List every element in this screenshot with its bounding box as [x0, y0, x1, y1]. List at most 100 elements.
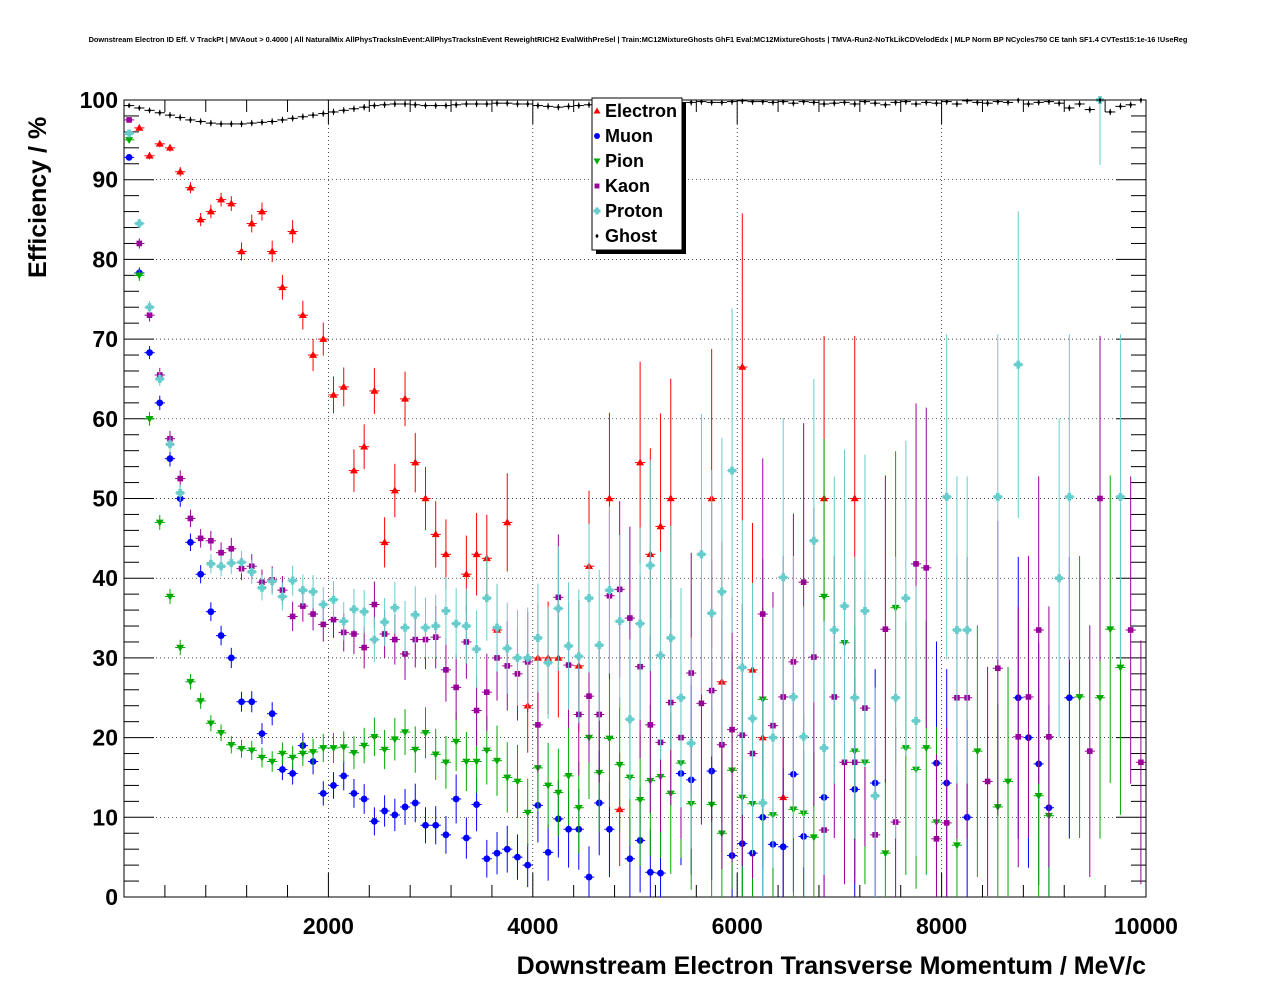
- data-point: [554, 604, 563, 613]
- data-point: [647, 722, 654, 728]
- data-point: [360, 795, 368, 803]
- data-point: [1077, 101, 1082, 107]
- data-point: [401, 729, 410, 737]
- x-tick-label: 8000: [916, 913, 967, 939]
- data-point: [523, 809, 532, 817]
- y-tick-label: 100: [80, 87, 118, 113]
- data-point: [513, 778, 522, 786]
- data-point: [842, 99, 847, 105]
- data-point: [452, 795, 460, 803]
- data-point: [871, 791, 880, 800]
- data-point: [952, 626, 961, 635]
- data-point: [924, 99, 928, 105]
- data-point: [227, 199, 236, 207]
- data-point: [483, 855, 491, 863]
- data-point: [1026, 101, 1031, 107]
- x-tick-label: 2000: [303, 913, 354, 939]
- data-point: [1067, 105, 1071, 111]
- data-point: [1086, 748, 1093, 754]
- data-point: [728, 466, 737, 475]
- data-point: [748, 714, 757, 723]
- data-point: [401, 803, 409, 811]
- data-point: [431, 622, 440, 631]
- data-point: [1034, 792, 1043, 800]
- data-point: [237, 558, 246, 567]
- data-point: [1014, 360, 1023, 369]
- data-point: [403, 101, 407, 107]
- data-point: [922, 745, 931, 752]
- data-point: [656, 651, 665, 660]
- data-point: [738, 663, 747, 672]
- data-point: [279, 766, 286, 773]
- data-point: [146, 312, 153, 318]
- data-point: [535, 722, 541, 728]
- data-point: [278, 283, 287, 291]
- data-point: [657, 869, 664, 877]
- data-point: [503, 518, 512, 526]
- data-point: [247, 747, 256, 755]
- data-point: [381, 807, 389, 815]
- data-point: [339, 382, 348, 390]
- data-point: [196, 215, 205, 223]
- data-point: [227, 559, 236, 568]
- data-point: [975, 99, 980, 105]
- data-point: [893, 99, 898, 105]
- data-point: [289, 770, 297, 777]
- data-point: [1015, 734, 1022, 740]
- data-point: [503, 774, 512, 782]
- data-point: [329, 595, 338, 604]
- data-point: [206, 559, 215, 568]
- data-point: [135, 123, 144, 131]
- data-point: [401, 623, 410, 632]
- data-point: [1138, 759, 1144, 766]
- data-point: [914, 101, 918, 107]
- data-point: [853, 101, 857, 107]
- data-point: [421, 494, 430, 502]
- data-point: [943, 820, 950, 826]
- data-point: [441, 759, 450, 767]
- data-point: [431, 751, 440, 759]
- data-point: [1004, 778, 1013, 786]
- data-point: [137, 105, 141, 111]
- data-point: [605, 735, 614, 743]
- legend-marker-electron: [593, 107, 601, 114]
- data-point: [362, 104, 366, 110]
- chart-title: Downstream Electron ID Eff. V TrackPt | …: [88, 35, 1188, 44]
- data-point: [206, 207, 215, 215]
- data-point: [239, 121, 244, 127]
- data-point: [166, 455, 174, 463]
- data-point: [554, 789, 563, 797]
- data-point: [493, 757, 502, 765]
- data-point: [585, 873, 593, 881]
- data-point: [146, 349, 153, 357]
- data-point: [873, 100, 877, 106]
- legend-label-muon: Muon: [605, 126, 653, 146]
- data-point: [411, 746, 420, 754]
- grid: [124, 100, 1146, 897]
- data-point: [237, 247, 246, 255]
- data-point: [973, 748, 982, 756]
- data-point: [370, 386, 379, 394]
- data-point: [342, 107, 346, 113]
- data-point: [301, 114, 305, 120]
- data-point: [945, 99, 949, 104]
- y-tick-label: 10: [92, 804, 118, 830]
- data-point: [606, 825, 613, 833]
- data-point: [349, 605, 358, 614]
- data-point: [636, 619, 645, 628]
- data-point: [350, 789, 358, 797]
- data-point: [290, 115, 295, 121]
- data-point: [298, 311, 307, 318]
- data-point: [361, 644, 367, 651]
- data-point: [268, 247, 277, 255]
- data-point: [1108, 109, 1112, 115]
- data-point: [666, 494, 675, 502]
- data-point: [452, 738, 461, 746]
- x-tick-label: 10000: [1114, 913, 1178, 939]
- data-point: [636, 796, 645, 804]
- data-point: [199, 119, 203, 124]
- data-point: [1075, 694, 1084, 701]
- legend-marker-pion: [593, 158, 601, 165]
- data-point: [238, 698, 245, 706]
- data-point: [421, 623, 430, 632]
